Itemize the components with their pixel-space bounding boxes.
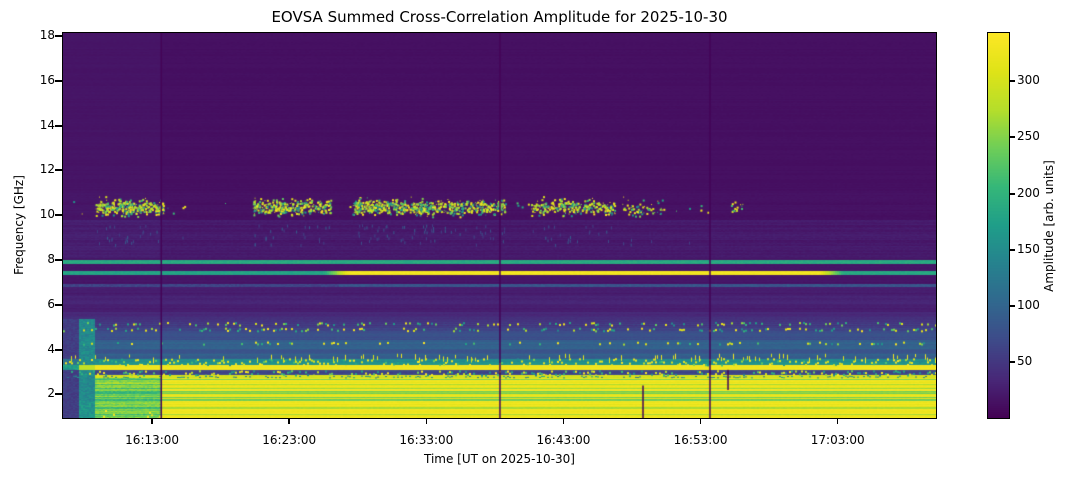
- y-tick-label: 10: [39, 207, 55, 222]
- colorbar-tick-mark: [1010, 248, 1015, 251]
- colorbar-tick-label: 100: [1017, 297, 1040, 312]
- x-tick-mark: [836, 418, 839, 424]
- colorbar: [987, 32, 1010, 419]
- y-tick-label: 8: [47, 252, 55, 266]
- colorbar-tick-mark: [1010, 304, 1015, 307]
- y-tick-label: 2: [47, 386, 55, 401]
- colorbar-tick-mark: [1010, 360, 1015, 363]
- x-tick-mark: [288, 418, 290, 424]
- colorbar-tick-mark: [1010, 80, 1015, 83]
- x-axis-label: Time [UT on 2025-10-30]: [424, 452, 575, 466]
- y-tick-mark: [55, 214, 62, 217]
- x-tick-label: 16:43:00: [536, 433, 591, 447]
- colorbar-tick-label: 150: [1017, 241, 1040, 256]
- y-tick-mark: [55, 79, 62, 82]
- y-tick-label: 12: [39, 162, 55, 177]
- colorbar-tick-mark: [1010, 136, 1015, 139]
- y-tick-mark: [55, 393, 62, 396]
- y-tick-label: 14: [39, 117, 55, 132]
- x-tick-label: 16:53:00: [673, 433, 728, 447]
- colorbar-tick-mark: [1010, 192, 1015, 195]
- x-tick-label: 17:03:00: [810, 433, 865, 447]
- plot-area: [62, 32, 937, 419]
- x-tick-mark: [699, 418, 702, 424]
- y-tick-mark: [55, 348, 62, 351]
- x-tick-label: 16:33:00: [399, 433, 454, 447]
- y-tick-label: 18: [39, 27, 55, 42]
- colorbar-tick-label: 50: [1017, 353, 1033, 368]
- spectrogram-heatmap: [63, 33, 936, 418]
- x-tick-mark: [562, 418, 565, 424]
- colorbar-tick-label: 300: [1017, 73, 1040, 88]
- colorbar-tick-label: 200: [1017, 185, 1040, 200]
- y-tick-label: 6: [47, 296, 55, 311]
- y-tick-label: 4: [47, 341, 55, 356]
- colorbar-gradient: [988, 33, 1009, 418]
- x-tick-label: 16:13:00: [125, 433, 180, 447]
- y-tick-mark: [55, 34, 62, 37]
- y-tick-mark: [55, 169, 62, 172]
- x-tick-mark: [151, 418, 153, 424]
- y-tick-label: 16: [39, 72, 55, 87]
- x-tick-label: 16:23:00: [262, 433, 317, 447]
- y-tick-mark: [55, 259, 62, 261]
- colorbar-label: Amplitude [arb. units]: [1042, 160, 1056, 292]
- y-tick-mark: [55, 303, 62, 306]
- colorbar-tick-label: 250: [1017, 129, 1040, 144]
- plot-title: EOVSA Summed Cross-Correlation Amplitude…: [271, 8, 728, 26]
- x-tick-mark: [425, 418, 428, 424]
- y-tick-mark: [55, 124, 62, 127]
